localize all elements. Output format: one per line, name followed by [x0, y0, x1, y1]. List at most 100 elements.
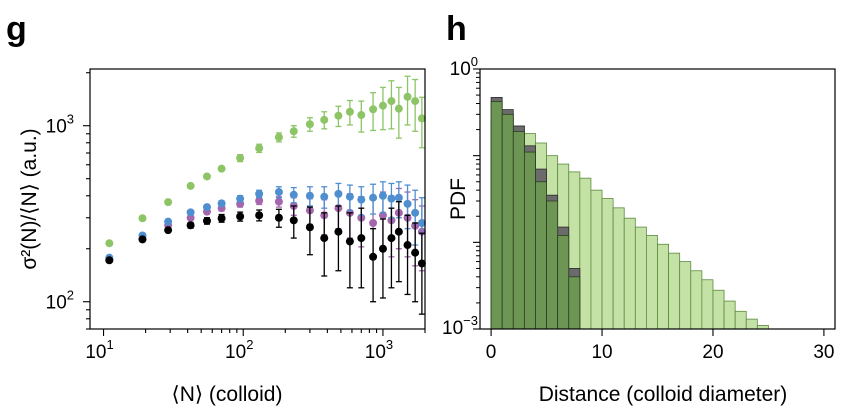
x-tick-label-g: 102: [225, 337, 253, 363]
data-point: [334, 227, 343, 236]
data-point: [274, 197, 283, 206]
histogram-bar: [623, 217, 636, 330]
histogram-bar: [612, 207, 625, 330]
data-point: [378, 191, 387, 200]
panel-letter-h: h: [446, 10, 467, 48]
histogram-bar: [634, 226, 647, 330]
data-point: [105, 239, 114, 248]
data-point: [345, 107, 354, 116]
histogram-bar: [701, 279, 714, 330]
y-tick-label-g: 103: [46, 112, 74, 138]
data-point: [255, 211, 264, 220]
histogram-bar: [546, 200, 559, 330]
histogram-bar: [679, 261, 692, 330]
data-point: [403, 92, 412, 101]
data-point: [357, 234, 366, 243]
data-point: [394, 193, 403, 202]
histogram-bar: [568, 276, 581, 330]
data-point: [255, 189, 264, 198]
data-point: [274, 133, 283, 142]
histogram-bar: [535, 181, 547, 330]
y-tick-label-h: 100: [450, 54, 478, 80]
x-axis-label-g: ⟨N⟩ (colloid): [172, 383, 283, 406]
histogram-bar: [590, 189, 603, 330]
data-point: [274, 188, 283, 197]
plot-frame-g: [89, 68, 426, 330]
x-tick-label-h: 20: [702, 342, 723, 363]
histogram-bar: [646, 235, 658, 330]
series-g-1: [105, 187, 426, 272]
x-tick-label-g: 101: [85, 337, 113, 363]
data-point: [369, 219, 378, 228]
histogram-bar: [657, 243, 669, 330]
data-point: [394, 227, 403, 236]
data-point: [274, 213, 283, 222]
data-point: [369, 252, 378, 261]
x-tick-label-h: 0: [486, 342, 497, 363]
data-point: [378, 244, 387, 253]
data-point: [164, 198, 173, 207]
data-point: [202, 216, 211, 225]
data-point: [320, 234, 329, 243]
plot-frame-h: [479, 68, 836, 330]
y-axis-label-h: PDF: [447, 178, 470, 220]
data-point: [394, 104, 403, 113]
histogram-bar: [501, 113, 514, 330]
panel-letter-g: g: [6, 10, 27, 48]
data-point: [334, 189, 343, 198]
data-point: [236, 194, 245, 203]
data-point: [345, 237, 354, 246]
data-point: [105, 256, 114, 265]
data-point: [164, 226, 173, 235]
x-tick-label-h: 10: [591, 342, 612, 363]
data-point: [387, 97, 396, 106]
data-point: [202, 172, 211, 181]
data-point: [236, 154, 245, 163]
data-point: [417, 219, 426, 228]
data-point: [255, 196, 264, 205]
histogram-bar: [490, 101, 503, 330]
data-point: [186, 221, 195, 230]
data-point: [217, 164, 226, 173]
data-point: [202, 203, 211, 212]
y-tick-label-h: 10−3: [442, 313, 478, 339]
data-point: [138, 214, 147, 223]
data-point: [411, 208, 420, 217]
x-axis-label-h: Distance (colloid diameter): [539, 383, 788, 406]
data-point: [357, 111, 366, 120]
data-point: [411, 97, 420, 106]
data-point: [217, 214, 226, 223]
histogram-bar: [723, 300, 736, 330]
data-point: [217, 199, 226, 208]
histogram-bar: [734, 310, 747, 330]
histogram-bar: [690, 270, 703, 330]
series-g-3: [105, 201, 426, 315]
data-point: [289, 190, 298, 199]
histogram-bar: [668, 252, 681, 330]
data-point: [345, 192, 354, 201]
histogram-bar: [745, 318, 758, 330]
histogram-series-2: [490, 101, 581, 330]
data-point: [417, 114, 426, 123]
data-point: [305, 120, 314, 129]
data-point: [305, 223, 314, 232]
x-tick-label-h: 30: [813, 342, 834, 363]
x-tick-label-g: 103: [365, 337, 393, 363]
histogram-chart-h: 0 10 20 30 100 10−3: [442, 54, 836, 363]
data-point: [164, 217, 173, 226]
data-point: [411, 248, 420, 257]
series-g-0: [105, 75, 426, 248]
histogram-bar: [601, 198, 614, 330]
histogram-bar: [512, 131, 525, 330]
data-point: [378, 101, 387, 110]
data-point: [403, 241, 412, 250]
data-point: [320, 192, 329, 201]
y-tick-label-g: 102: [46, 288, 74, 314]
data-point: [403, 199, 412, 208]
data-point: [255, 144, 264, 153]
histogram-bar: [523, 151, 536, 330]
histogram-bar: [712, 289, 725, 330]
data-point: [357, 195, 366, 204]
data-point: [186, 208, 195, 217]
data-point: [236, 212, 245, 221]
